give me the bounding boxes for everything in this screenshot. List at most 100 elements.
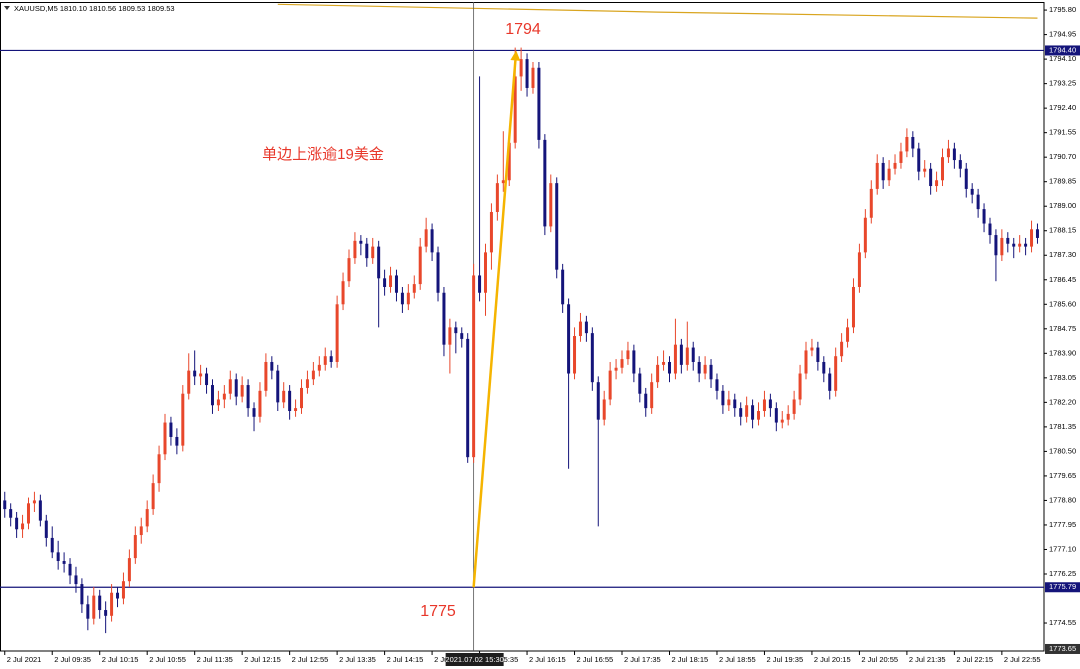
candle-body bbox=[578, 321, 582, 337]
bottom-price-label: 1773.65 bbox=[1049, 644, 1076, 653]
candle-body bbox=[656, 364, 660, 383]
candle-body bbox=[80, 584, 84, 605]
candle-body bbox=[418, 246, 422, 285]
y-tick-label: 1779.65 bbox=[1049, 471, 1076, 480]
candle-body bbox=[958, 160, 962, 169]
candle-body bbox=[567, 304, 571, 374]
candle-body bbox=[822, 361, 826, 374]
x-tick-label: 2 Jul 13:35 bbox=[339, 655, 376, 664]
y-tick-label: 1783.05 bbox=[1049, 373, 1076, 382]
candle-body bbox=[573, 336, 577, 374]
candle-body bbox=[50, 537, 54, 553]
candle-body bbox=[38, 500, 42, 521]
candle-body bbox=[923, 168, 927, 172]
candle-body bbox=[478, 275, 482, 293]
candle-body bbox=[15, 517, 19, 530]
candle-body bbox=[9, 509, 13, 518]
candle-body bbox=[549, 183, 553, 227]
candle-body bbox=[988, 223, 992, 236]
candle-body bbox=[561, 269, 565, 305]
candle-body bbox=[994, 235, 998, 256]
candle-body bbox=[685, 347, 689, 365]
moving-average bbox=[277, 3, 1038, 19]
candle-body bbox=[276, 370, 280, 403]
candle-body bbox=[169, 422, 173, 437]
candle-body bbox=[151, 483, 155, 510]
candle-body bbox=[412, 284, 416, 293]
y-tick-label: 1794.10 bbox=[1049, 54, 1076, 63]
candle-body bbox=[982, 209, 986, 224]
candle-body bbox=[282, 390, 286, 403]
candle-body bbox=[127, 558, 131, 582]
candle-body bbox=[964, 168, 968, 189]
y-tick-label: 1776.25 bbox=[1049, 569, 1076, 578]
crosshair-label-bg bbox=[445, 653, 504, 666]
candle-body bbox=[228, 379, 232, 394]
y-tick-label: 1793.25 bbox=[1049, 79, 1076, 88]
candle-body bbox=[44, 520, 48, 538]
candle-body bbox=[187, 370, 191, 394]
candle-body bbox=[270, 361, 274, 371]
candle-body bbox=[32, 500, 36, 504]
x-tick-label: 2 Jul 21:35 bbox=[909, 655, 946, 664]
x-tick-label: 2 Jul 20:15 bbox=[814, 655, 851, 664]
candle-body bbox=[531, 67, 535, 88]
y-tick-label: 1790.70 bbox=[1049, 152, 1076, 161]
candle-body bbox=[757, 411, 761, 420]
candle-body bbox=[614, 367, 618, 371]
candle-body bbox=[3, 500, 7, 510]
level-label-bg bbox=[1045, 582, 1080, 593]
candle-body bbox=[507, 142, 511, 181]
candle-body bbox=[205, 373, 209, 386]
candle-body bbox=[857, 252, 861, 287]
y-tick-label: 1795.80 bbox=[1049, 5, 1076, 14]
rise-annotation: 单边上涨逾19美金 bbox=[262, 146, 384, 163]
candle-body bbox=[851, 286, 855, 328]
candle-body bbox=[145, 509, 149, 527]
candle-body bbox=[377, 246, 381, 279]
candle-body bbox=[133, 535, 137, 559]
candle-body bbox=[389, 275, 393, 287]
candle-body bbox=[543, 139, 547, 227]
candle-body bbox=[935, 180, 939, 187]
x-tick-label: 2 Jul 16:55 bbox=[577, 655, 614, 664]
candle-body bbox=[139, 526, 143, 536]
candle-body bbox=[258, 390, 262, 417]
candle-body bbox=[946, 148, 950, 158]
y-tick-label: 1787.30 bbox=[1049, 250, 1076, 259]
candle-body bbox=[181, 393, 185, 446]
candle-body bbox=[834, 356, 838, 391]
candle-body bbox=[359, 240, 363, 244]
candle-body bbox=[1024, 243, 1028, 247]
level-label-bg bbox=[1045, 45, 1080, 56]
candle-body bbox=[246, 385, 250, 409]
y-tick-label: 1785.60 bbox=[1049, 299, 1076, 308]
candle-body bbox=[163, 422, 167, 455]
candle-body bbox=[875, 162, 879, 189]
candle-body bbox=[472, 275, 476, 458]
candle-body bbox=[745, 405, 749, 417]
candle-body bbox=[709, 364, 713, 380]
candle-body bbox=[466, 338, 470, 458]
x-tick-label: 2 Jul 10:55 bbox=[149, 655, 186, 664]
candle-body bbox=[442, 292, 446, 345]
candle-body bbox=[371, 246, 375, 259]
candle-body bbox=[460, 333, 464, 339]
plot-area bbox=[0, 2, 1044, 651]
candle-body bbox=[798, 373, 802, 400]
rise-arrow bbox=[472, 60, 517, 588]
candle-body bbox=[976, 194, 980, 210]
candle-body bbox=[602, 399, 606, 420]
candle-body bbox=[905, 136, 909, 152]
candle-body bbox=[234, 379, 238, 397]
candle-body bbox=[626, 350, 630, 360]
candle-body bbox=[869, 188, 873, 218]
y-tick-label: 1782.20 bbox=[1049, 397, 1076, 406]
y-tick-label: 1777.95 bbox=[1049, 520, 1076, 529]
candle-body bbox=[92, 595, 96, 619]
x-tick-label: 2 Jul 12:15 bbox=[244, 655, 281, 664]
high-annotation: 1794 bbox=[505, 21, 541, 38]
candle-body bbox=[893, 162, 897, 169]
candle-body bbox=[294, 408, 298, 412]
candle-body bbox=[887, 168, 891, 181]
